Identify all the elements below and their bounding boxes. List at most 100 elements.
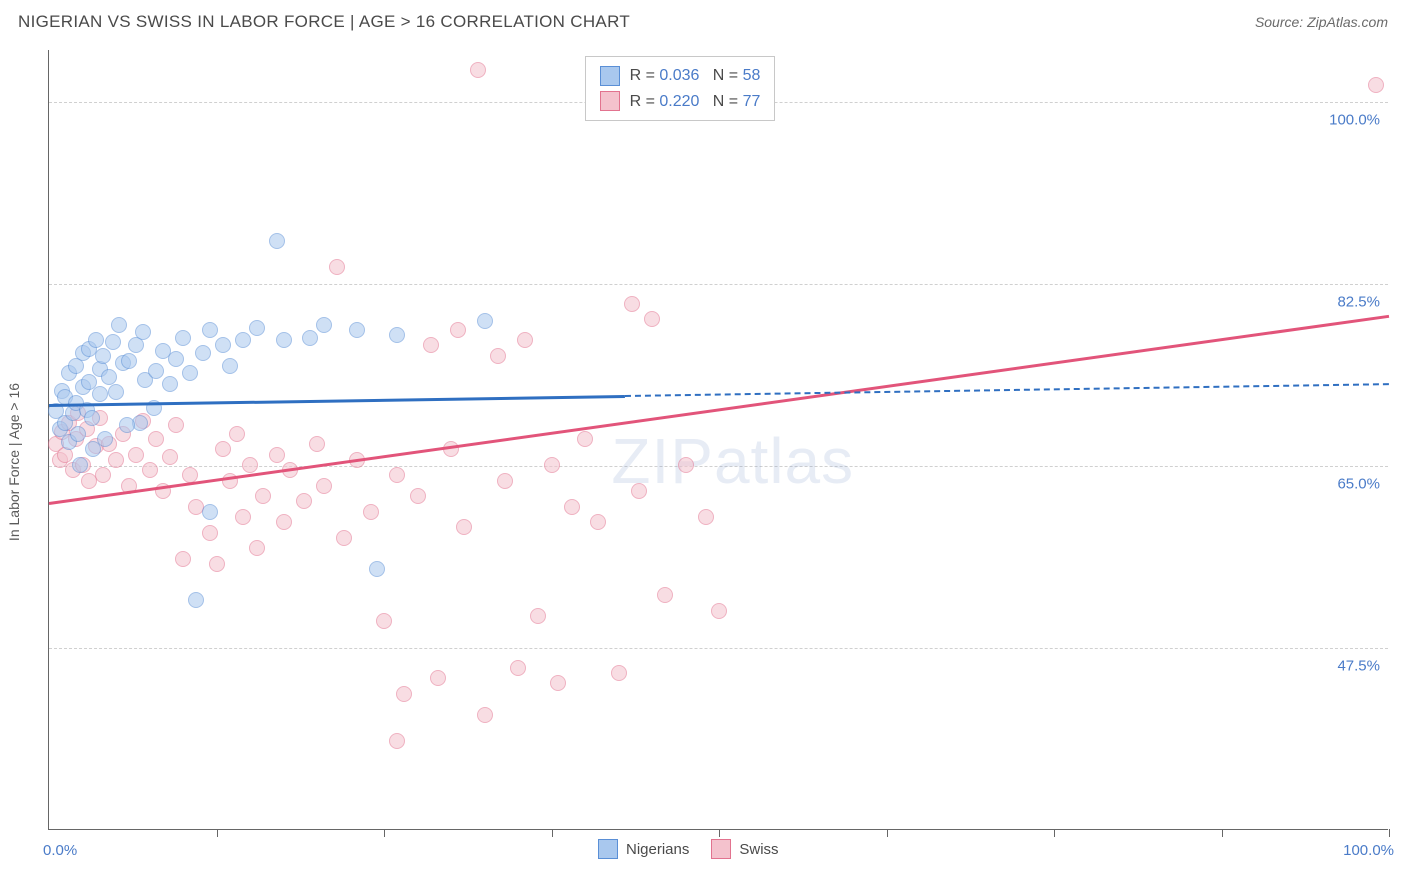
y-tick-label: 65.0% <box>1337 476 1380 493</box>
scatter-point-nigerians <box>101 369 117 385</box>
scatter-point-swiss <box>389 467 405 483</box>
stats-text: R = 0.036 N = 58 <box>630 63 761 89</box>
scatter-point-swiss <box>175 551 191 567</box>
series-legend: Nigerians Swiss <box>598 839 779 859</box>
scatter-point-swiss <box>249 540 265 556</box>
scatter-point-swiss <box>711 603 727 619</box>
scatter-point-swiss <box>376 613 392 629</box>
scatter-point-swiss <box>550 675 566 691</box>
scatter-point-swiss <box>698 509 714 525</box>
scatter-point-swiss <box>423 337 439 353</box>
scatter-point-nigerians <box>195 345 211 361</box>
legend-swatch-icon <box>711 839 731 859</box>
x-tick <box>552 829 553 837</box>
scatter-point-swiss <box>624 296 640 312</box>
scatter-point-swiss <box>544 457 560 473</box>
scatter-point-swiss <box>396 686 412 702</box>
chart-title: NIGERIAN VS SWISS IN LABOR FORCE | AGE >… <box>18 12 630 32</box>
stats-legend-row: R = 0.220 N = 77 <box>600 89 761 115</box>
scatter-point-swiss <box>242 457 258 473</box>
legend-item: Swiss <box>711 839 778 859</box>
scatter-point-swiss <box>162 449 178 465</box>
x-tick <box>1389 829 1390 837</box>
scatter-point-nigerians <box>349 322 365 338</box>
x-tick <box>887 829 888 837</box>
scatter-point-nigerians <box>88 332 104 348</box>
trend-line <box>625 383 1389 397</box>
scatter-point-swiss <box>296 493 312 509</box>
scatter-point-swiss <box>108 452 124 468</box>
scatter-point-swiss <box>1368 77 1384 93</box>
scatter-point-nigerians <box>389 327 405 343</box>
scatter-point-swiss <box>678 457 694 473</box>
gridline <box>49 284 1388 285</box>
scatter-point-nigerians <box>135 324 151 340</box>
scatter-point-swiss <box>470 62 486 78</box>
source-label: Source: ZipAtlas.com <box>1255 14 1388 30</box>
stats-legend-row: R = 0.036 N = 58 <box>600 63 761 89</box>
scatter-point-nigerians <box>369 561 385 577</box>
scatter-point-nigerians <box>202 504 218 520</box>
x-tick <box>1222 829 1223 837</box>
legend-label: Swiss <box>739 841 778 858</box>
scatter-point-swiss <box>657 587 673 603</box>
x-tick <box>384 829 385 837</box>
scatter-point-nigerians <box>235 332 251 348</box>
scatter-point-nigerians <box>175 330 191 346</box>
scatter-point-swiss <box>215 441 231 457</box>
scatter-point-nigerians <box>168 351 184 367</box>
scatter-point-swiss <box>235 509 251 525</box>
chart-container: In Labor Force | Age > 16 47.5% 65.0% 82.5… <box>0 40 1406 884</box>
y-axis-label: In Labor Force | Age > 16 <box>6 383 22 541</box>
y-tick-label: 47.5% <box>1337 658 1380 675</box>
scatter-point-swiss <box>329 259 345 275</box>
scatter-point-nigerians <box>105 334 121 350</box>
scatter-point-swiss <box>564 499 580 515</box>
watermark: ZIPatlas <box>611 424 854 498</box>
scatter-point-nigerians <box>276 332 292 348</box>
scatter-point-swiss <box>229 426 245 442</box>
scatter-point-nigerians <box>188 592 204 608</box>
scatter-point-nigerians <box>316 317 332 333</box>
stats-text: R = 0.220 N = 77 <box>630 89 761 115</box>
scatter-point-nigerians <box>148 363 164 379</box>
scatter-point-swiss <box>209 556 225 572</box>
scatter-point-swiss <box>490 348 506 364</box>
scatter-point-swiss <box>456 519 472 535</box>
scatter-point-swiss <box>95 467 111 483</box>
scatter-point-swiss <box>510 660 526 676</box>
x-tick <box>1054 829 1055 837</box>
scatter-point-nigerians <box>162 376 178 392</box>
scatter-point-nigerians <box>302 330 318 346</box>
scatter-point-nigerians <box>111 317 127 333</box>
scatter-point-swiss <box>336 530 352 546</box>
scatter-point-swiss <box>410 488 426 504</box>
scatter-point-swiss <box>309 436 325 452</box>
scatter-point-nigerians <box>92 386 108 402</box>
scatter-point-swiss <box>430 670 446 686</box>
scatter-point-nigerians <box>121 353 137 369</box>
scatter-point-nigerians <box>108 384 124 400</box>
scatter-point-nigerians <box>85 441 101 457</box>
scatter-point-nigerians <box>95 348 111 364</box>
scatter-point-swiss <box>389 733 405 749</box>
scatter-point-swiss <box>202 525 218 541</box>
gridline <box>49 648 1388 649</box>
x-tick-label-right: 100.0% <box>1343 842 1394 859</box>
scatter-point-swiss <box>450 322 466 338</box>
scatter-point-swiss <box>611 665 627 681</box>
x-tick-label-left: 0.0% <box>43 842 77 859</box>
scatter-point-nigerians <box>182 365 198 381</box>
legend-swatch-icon <box>598 839 618 859</box>
trend-line <box>49 395 625 407</box>
scatter-point-swiss <box>148 431 164 447</box>
scatter-point-nigerians <box>477 313 493 329</box>
legend-label: Nigerians <box>626 841 689 858</box>
scatter-point-swiss <box>631 483 647 499</box>
x-tick <box>719 829 720 837</box>
scatter-point-swiss <box>517 332 533 348</box>
y-tick-label: 82.5% <box>1337 294 1380 311</box>
legend-swatch-icon <box>600 91 620 111</box>
legend-swatch-icon <box>600 66 620 86</box>
scatter-point-nigerians <box>84 410 100 426</box>
